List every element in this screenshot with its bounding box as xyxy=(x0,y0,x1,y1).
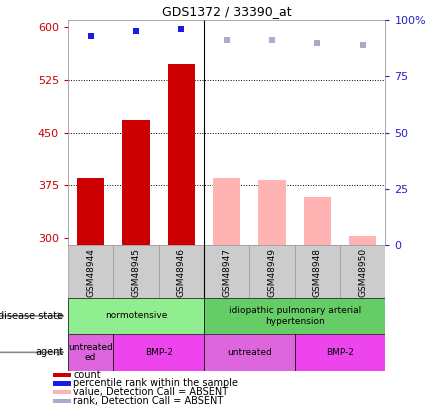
Text: GSM48949: GSM48949 xyxy=(268,247,276,296)
Bar xyxy=(304,197,331,245)
Text: untreated: untreated xyxy=(227,348,272,357)
Bar xyxy=(295,245,340,298)
Bar xyxy=(340,245,385,298)
Bar xyxy=(204,298,385,334)
Bar xyxy=(68,298,204,334)
Bar xyxy=(113,245,159,298)
Text: GSM48950: GSM48950 xyxy=(358,247,367,297)
Bar xyxy=(68,334,113,371)
Bar xyxy=(249,245,295,298)
Bar xyxy=(204,334,295,371)
Bar xyxy=(168,64,195,245)
Text: rank, Detection Call = ABSENT: rank, Detection Call = ABSENT xyxy=(73,396,223,405)
Text: GSM48946: GSM48946 xyxy=(177,247,186,296)
Text: agent: agent xyxy=(35,347,64,357)
Bar xyxy=(53,382,71,386)
Bar xyxy=(258,180,286,245)
Bar xyxy=(204,245,249,298)
Text: GSM48945: GSM48945 xyxy=(131,247,141,296)
Bar xyxy=(349,236,376,245)
Text: GSM48948: GSM48948 xyxy=(313,247,322,296)
Text: untreated
ed: untreated ed xyxy=(68,343,113,362)
Text: count: count xyxy=(73,370,101,380)
Text: normotensive: normotensive xyxy=(105,311,167,320)
Text: BMP-2: BMP-2 xyxy=(145,348,173,357)
Text: value, Detection Call = ABSENT: value, Detection Call = ABSENT xyxy=(73,387,228,397)
Bar xyxy=(213,178,240,245)
Bar xyxy=(113,334,204,371)
Text: idiopathic pulmonary arterial
hypertension: idiopathic pulmonary arterial hypertensi… xyxy=(229,306,361,326)
Text: GSM48944: GSM48944 xyxy=(86,247,95,296)
Bar xyxy=(53,390,71,394)
Bar xyxy=(122,120,149,245)
Text: percentile rank within the sample: percentile rank within the sample xyxy=(73,379,238,388)
Bar xyxy=(159,245,204,298)
Text: BMP-2: BMP-2 xyxy=(326,348,354,357)
Bar xyxy=(295,334,385,371)
Bar xyxy=(77,178,104,245)
Text: GSM48947: GSM48947 xyxy=(222,247,231,296)
Bar xyxy=(53,373,71,377)
Title: GDS1372 / 33390_at: GDS1372 / 33390_at xyxy=(162,5,291,18)
Bar xyxy=(53,399,71,403)
Text: disease state: disease state xyxy=(0,311,64,321)
Bar xyxy=(68,245,113,298)
